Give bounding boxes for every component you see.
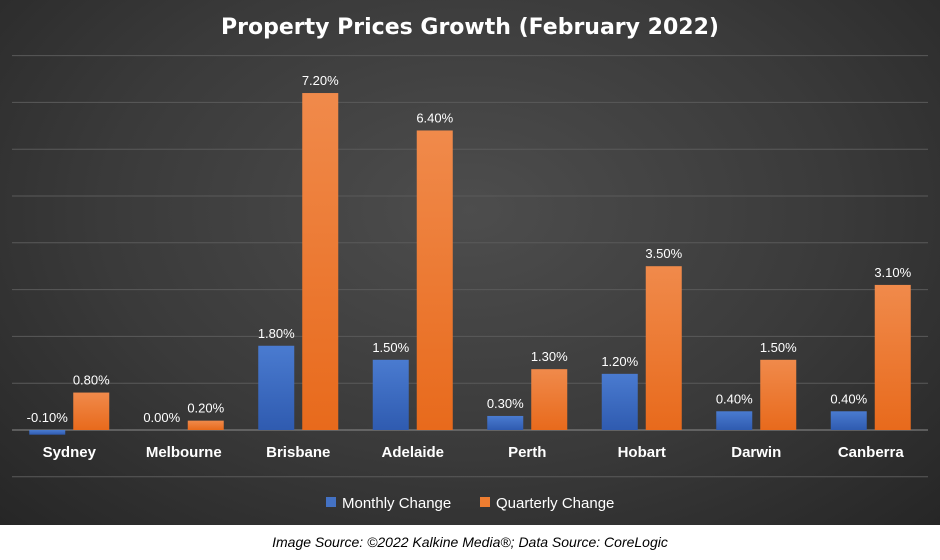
category-label-darwin: Darwin (731, 444, 781, 461)
data-label-quarterly-change-hobart: 3.50% (645, 246, 682, 261)
data-label-quarterly-change-darwin: 1.50% (760, 340, 797, 355)
image-source-caption: Image Source: ©2022 Kalkine Media®; Data… (0, 525, 940, 560)
data-label-monthly-change-melbourne: 0.00% (143, 410, 180, 425)
bar-chart: Property Prices Growth (February 2022) -… (12, 15, 928, 512)
data-label-quarterly-change-perth: 1.30% (531, 349, 568, 364)
bar-quarterly-change-brisbane (302, 93, 339, 430)
bar-monthly-change-adelaide (372, 359, 409, 430)
data-label-monthly-change-sydney: -0.10% (27, 410, 69, 425)
category-label-sydney: Sydney (43, 444, 97, 461)
category-label-adelaide: Adelaide (381, 444, 444, 461)
data-label-quarterly-change-adelaide: 6.40% (416, 110, 453, 125)
data-label-quarterly-change-melbourne: 0.20% (187, 401, 224, 416)
data-label-monthly-change-canberra: 0.40% (830, 391, 867, 406)
legend-swatch-monthly (326, 497, 336, 507)
data-label-monthly-change-darwin: 0.40% (716, 391, 753, 406)
category-label-canberra: Canberra (838, 444, 905, 461)
bar-monthly-change-sydney (29, 430, 66, 435)
bar-quarterly-change-perth (531, 369, 568, 430)
bar-quarterly-change-hobart (645, 266, 682, 430)
legend-swatch-quarterly (480, 497, 490, 507)
legend-label-monthly: Monthly Change (342, 495, 451, 512)
data-label-quarterly-change-brisbane: 7.20% (302, 73, 339, 88)
category-label-melbourne: Melbourne (146, 444, 222, 461)
category-labels: Sydney Melbourne Brisbane Adelaide Perth Hoba… (43, 444, 905, 461)
bar-quarterly-change-melbourne (187, 420, 224, 430)
bar-monthly-change-hobart (601, 373, 638, 430)
bar-monthly-change-darwin (716, 411, 753, 430)
bar-quarterly-change-darwin (760, 359, 797, 430)
legend: Monthly Change Quarterly Change (326, 495, 614, 512)
chart-panel: Property Prices Growth (February 2022) -… (0, 0, 940, 525)
data-label-monthly-change-adelaide: 1.50% (372, 340, 409, 355)
category-label-brisbane: Brisbane (266, 444, 330, 461)
bar-quarterly-change-sydney (73, 392, 110, 430)
data-label-quarterly-change-canberra: 3.10% (874, 265, 911, 280)
bar-monthly-change-brisbane (258, 345, 295, 430)
category-label-perth: Perth (508, 444, 546, 461)
category-label-hobart: Hobart (618, 444, 666, 461)
bar-monthly-change-perth (487, 415, 524, 430)
data-label-monthly-change-hobart: 1.20% (601, 354, 638, 369)
bar-monthly-change-canberra (830, 411, 867, 430)
data-label-quarterly-change-sydney: 0.80% (73, 373, 110, 388)
bar-quarterly-change-canberra (874, 284, 911, 430)
data-label-monthly-change-perth: 0.30% (487, 396, 524, 411)
chart-title: Property Prices Growth (February 2022) (221, 15, 719, 40)
legend-label-quarterly: Quarterly Change (496, 495, 614, 512)
gridlines (12, 55, 928, 478)
bars (29, 93, 911, 435)
data-label-monthly-change-brisbane: 1.80% (258, 326, 295, 341)
data-labels: -0.10% 0.80% 0.00% 0.20% 1.80% 7.20% 1.50% 6.40… (27, 73, 912, 425)
bar-quarterly-change-adelaide (416, 130, 453, 431)
